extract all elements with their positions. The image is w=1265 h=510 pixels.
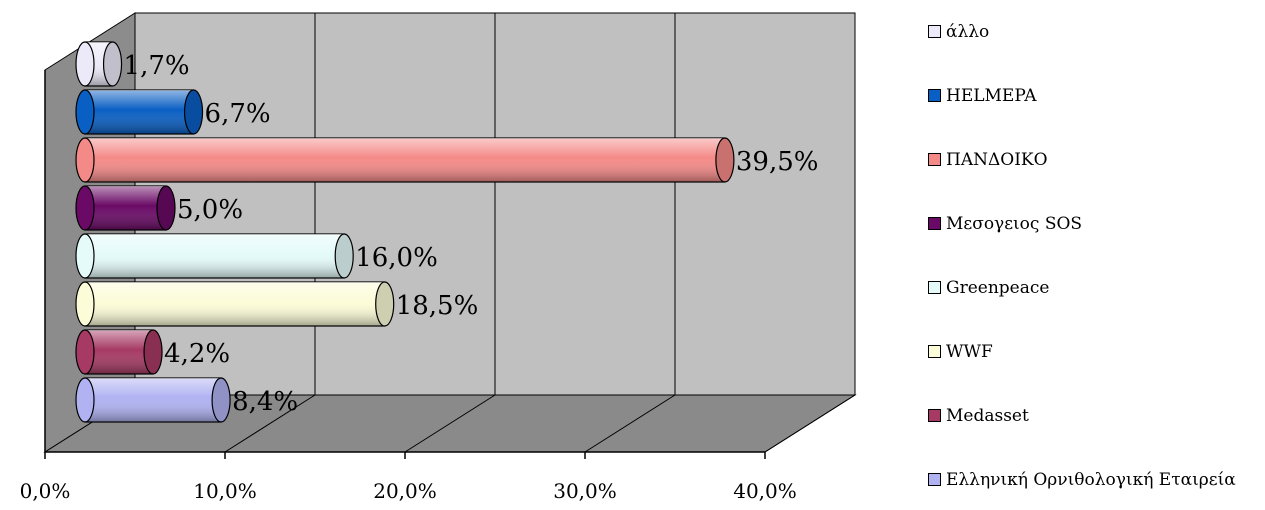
legend-swatch (928, 89, 941, 102)
x-tick-label: 30,0% (553, 479, 617, 503)
bar (75, 329, 163, 375)
legend-item: Medasset (928, 406, 1264, 426)
bar-end-cap (211, 377, 231, 423)
legend-swatch (928, 153, 941, 166)
legend-label: Ελληνική Ορνιθολογική Εταιρεία (946, 470, 1236, 490)
bar-start-cap (75, 233, 95, 279)
bar-end-cap-shade (715, 138, 734, 182)
bar-end-cap (183, 89, 204, 135)
legend-swatch (928, 217, 941, 230)
bar-shading (85, 138, 725, 182)
legend-swatch (928, 281, 941, 294)
bar-data-label: 6,7% (205, 99, 271, 129)
bar-end-cap-shade (144, 330, 163, 374)
bar-shading (85, 330, 154, 374)
bar-end-cap-shade (375, 282, 394, 326)
legend-swatch (928, 473, 941, 486)
gridline-floor (224, 394, 316, 453)
bar-start-cap (75, 137, 95, 183)
bar-end-cap-shade (184, 90, 203, 134)
bar-shading (85, 234, 345, 278)
bar-data-label: 4,2% (164, 339, 230, 369)
bar-data-label: 8,4% (232, 387, 298, 417)
bar (75, 233, 354, 279)
legend-item: Greenpeace (928, 278, 1264, 298)
bar (75, 41, 123, 87)
bar-shading (85, 378, 222, 422)
bar-data-label: 39,5% (736, 147, 819, 177)
bar (75, 89, 204, 135)
x-tick-label: 20,0% (373, 479, 437, 503)
bar-start-cap (75, 41, 95, 87)
gridline-floor (404, 394, 496, 453)
legend-item: WWF (928, 342, 1264, 362)
bar (75, 377, 231, 423)
gridline-floor (584, 394, 676, 453)
legend-label: WWF (946, 342, 993, 362)
legend-swatch (928, 345, 941, 358)
bar (75, 185, 176, 231)
bar-end-cap (102, 41, 123, 87)
bar-end-cap (156, 185, 176, 231)
bar-end-cap (334, 233, 354, 279)
legend-label: άλλο (946, 22, 990, 42)
bar-start-cap (75, 329, 95, 375)
legend-label: HELMEPA (946, 86, 1037, 106)
bar-start-cap (75, 281, 95, 327)
bar-shading (85, 186, 166, 230)
bar-end-cap-shade (335, 234, 354, 278)
legend-item: Ελληνική Ορνιθολογική Εταιρεία (928, 470, 1264, 490)
legend-label: ΠΑΝΔΟΙΚΟ (946, 150, 1048, 170)
bar-end-cap (143, 329, 163, 375)
bar-end-cap (715, 137, 735, 183)
legend-item: ΠΑΝΔΟΙΚΟ (928, 150, 1264, 170)
legend-swatch (928, 25, 941, 38)
legend-item: άλλο (928, 22, 1264, 42)
legend-item: HELMEPA (928, 86, 1264, 106)
legend-label: Medasset (946, 406, 1029, 426)
x-tick-label: 10,0% (193, 479, 257, 503)
gridline-floor (764, 394, 856, 453)
bar-start-cap (75, 377, 95, 423)
legend-item: Μεσογειος SOS (928, 214, 1264, 234)
chart-legend: άλλο HELMEPA ΠΑΝΔΟΙΚΟ Μεσογειος SOS Greenpea… (928, 0, 1265, 510)
bar-end-cap-shade (103, 42, 122, 86)
bar (75, 137, 735, 183)
bar-shading (85, 90, 194, 134)
bar-data-label: 5,0% (177, 195, 243, 225)
x-tick-label: 40,0% (733, 479, 797, 503)
bar-start-cap (75, 89, 95, 135)
bar-shading (85, 282, 385, 326)
bar (75, 281, 395, 327)
bar-data-label: 1,7% (124, 51, 190, 81)
bar-end-cap-shade (157, 186, 175, 230)
x-tick-label: 0,0% (20, 479, 71, 503)
legend-label: Μεσογειος SOS (946, 214, 1083, 234)
bar-data-label: 16,0% (355, 243, 438, 273)
legend-label: Greenpeace (946, 278, 1050, 298)
bar-end-cap (375, 281, 395, 327)
bar-end-cap-shade (212, 378, 231, 422)
bar-data-label: 18,5% (396, 291, 479, 321)
legend-swatch (928, 409, 941, 422)
bar-start-cap (75, 185, 95, 231)
